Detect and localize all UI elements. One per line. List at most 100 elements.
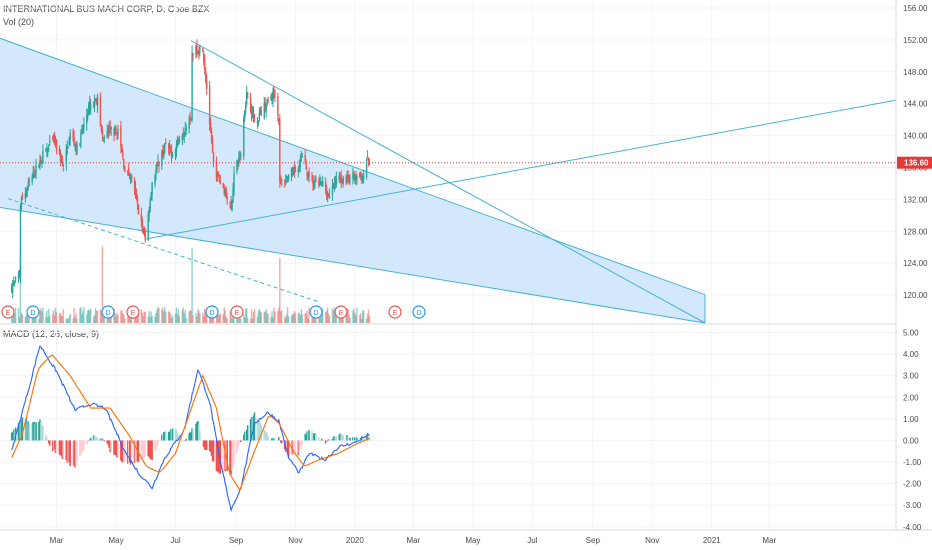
earnings-marker[interactable]: [230, 305, 244, 319]
dashed-trendline: [7, 198, 321, 303]
histogram-bar: [102, 440, 105, 441]
volume-bar: [192, 314, 194, 323]
volume-bar: [164, 307, 166, 323]
volume-bar: [320, 310, 322, 323]
y-axis[interactable]: 156.00152.00148.00144.00140.00136.00132.…: [897, 4, 932, 532]
candle-body: [12, 282, 15, 285]
candle-body: [266, 99, 268, 105]
signal-line: [11, 354, 370, 492]
earnings-marker[interactable]: [334, 305, 348, 319]
volume-bar: [61, 316, 64, 323]
candle-body: [156, 164, 158, 169]
volume-bar: [123, 314, 125, 323]
candle-body: [178, 140, 181, 143]
histogram-bar: [85, 440, 88, 445]
histogram-bar: [171, 428, 174, 441]
volume-bar: [355, 315, 357, 323]
macd-tick-label: -2.00: [903, 480, 922, 489]
histogram-bar: [52, 440, 55, 450]
x-axis[interactable]: Mar May Jul Sep Nov 2020 Mar May Jul Sep Nov 2021 Ma…: [50, 536, 777, 545]
volume-bar: [245, 308, 248, 323]
candle-body: [18, 275, 21, 277]
marker-label: D: [416, 310, 421, 317]
earnings-marker[interactable]: [1, 305, 15, 319]
candle-body: [114, 126, 116, 136]
volume-bar: [279, 258, 281, 323]
volume-bar: [89, 308, 92, 323]
volume-bar: [359, 314, 361, 323]
histogram-bar: [116, 440, 118, 458]
volume-bar: [18, 317, 21, 323]
descending-resistance-line: [190, 40, 706, 324]
candle-body: [136, 197, 139, 205]
candle-body: [196, 45, 198, 55]
histogram-bar: [259, 422, 262, 441]
histogram-bar: [74, 440, 76, 468]
histogram-bar: [181, 439, 184, 441]
candle-body: [292, 167, 295, 170]
volume-bar: [259, 311, 262, 323]
histogram-bar: [66, 440, 69, 463]
volume-bar: [58, 313, 61, 323]
price-tick-label: 140.00: [903, 132, 928, 141]
volume-bar: [73, 307, 75, 323]
histogram-bar: [55, 440, 58, 452]
histogram-bar: [250, 416, 253, 441]
volume-bar: [122, 313, 124, 323]
candle-body: [348, 175, 350, 180]
candle-body: [352, 173, 354, 179]
dividend-marker[interactable]: [101, 305, 115, 319]
volume-bar: [38, 318, 40, 323]
histogram-bar: [356, 437, 358, 441]
macd-lines: [11, 345, 370, 513]
histogram-bar: [199, 430, 201, 441]
histogram-bar: [170, 429, 173, 441]
last-price-label: 136.60: [904, 159, 929, 168]
time-tick-label: Nov: [645, 536, 659, 545]
earnings-marker[interactable]: [388, 305, 402, 319]
candle-body: [240, 154, 242, 157]
histogram-bar: [10, 432, 13, 441]
candle-body: [121, 145, 123, 153]
histogram-bar: [298, 440, 301, 454]
dividend-marker[interactable]: [412, 305, 426, 319]
volume-bar: [240, 318, 242, 323]
earnings-marker[interactable]: [126, 305, 140, 319]
candle-body: [183, 131, 185, 137]
candle-body: [76, 144, 78, 154]
histogram-bar: [278, 437, 280, 441]
histogram-bar: [169, 429, 172, 441]
candle-body: [100, 125, 103, 131]
volume-bar: [53, 315, 56, 323]
volume-bar: [60, 315, 63, 323]
histogram-bar: [229, 440, 231, 472]
candle-body: [215, 161, 218, 179]
candle-body: [158, 163, 160, 167]
candle-body: [49, 140, 51, 143]
volume-bar: [361, 318, 363, 323]
event-markers[interactable]: E D D E D E D E DE: [1, 305, 426, 319]
volume-bar: [204, 308, 206, 323]
time-tick-label: Sep: [229, 536, 244, 545]
volume-bar: [95, 310, 98, 323]
volume-bar: [45, 316, 47, 323]
dividend-marker[interactable]: [26, 305, 40, 319]
volume-bar: [176, 314, 179, 323]
histogram-bar: [301, 440, 304, 445]
candle-body: [347, 176, 349, 178]
histogram-bar: [225, 440, 227, 470]
candle-body: [120, 126, 122, 147]
volume-bar: [154, 316, 156, 323]
volume-bar: [170, 317, 173, 323]
histogram-bar: [245, 429, 248, 441]
volume-bar: [238, 318, 240, 323]
dividend-marker[interactable]: [309, 305, 323, 319]
histogram-bar: [62, 440, 65, 458]
volume-bar: [211, 315, 214, 323]
histogram-bar: [211, 440, 214, 461]
candle-body: [222, 183, 224, 188]
histogram-bar: [95, 436, 98, 441]
dividend-marker[interactable]: [205, 305, 219, 319]
volume-bar: [244, 317, 246, 323]
